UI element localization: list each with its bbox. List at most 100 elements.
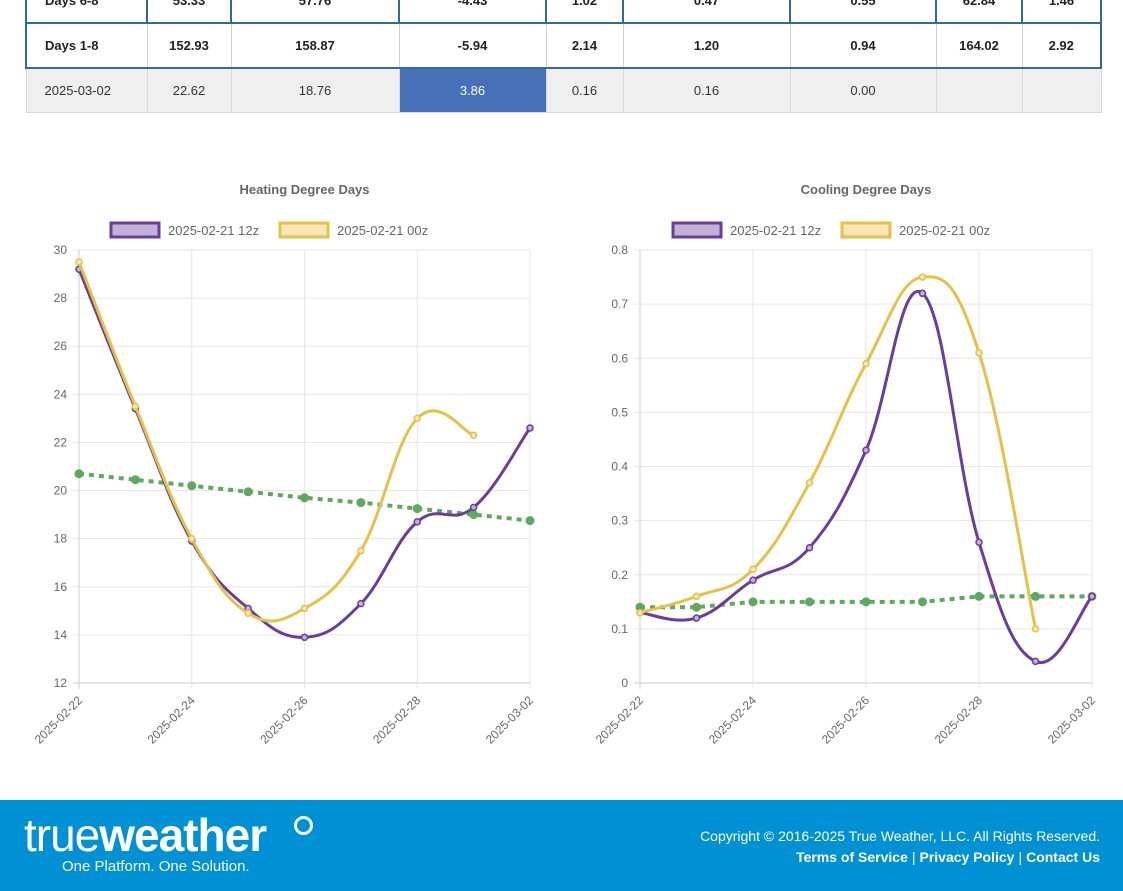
data-point (357, 599, 365, 608)
y-tick-label: 28 (54, 291, 68, 305)
terms-of-service-link[interactable]: Terms of Service (796, 849, 908, 865)
table-cell: 1.02 (545, 0, 624, 23)
y-tick-label: 0.6 (611, 351, 628, 365)
table-cell: 0.16 (545, 67, 624, 113)
data-point (974, 591, 984, 601)
link-separator: | (911, 849, 916, 865)
y-tick-label: 22 (54, 435, 68, 449)
y-tick-label: 0.2 (611, 568, 628, 582)
data-point (300, 604, 309, 613)
y-tick-label: 0.8 (611, 243, 628, 257)
data-point (74, 469, 84, 479)
table-cell: 0.00 (789, 67, 937, 113)
data-point (525, 516, 535, 526)
y-tick-label: 0.4 (611, 460, 628, 474)
data-point (805, 478, 814, 487)
data-point (131, 402, 140, 411)
cooling-degree-days-chart: Cooling Degree Days 2025-02-21 12z 2025-02… (593, 182, 1099, 747)
legend-label: 2025-02-21 00z (337, 223, 428, 238)
x-tick-label: 2025-02-24 (706, 693, 760, 747)
logo-text-true: true (24, 809, 100, 861)
y-tick-label: 14 (54, 628, 68, 642)
contact-us-link[interactable]: Contact Us (1026, 849, 1100, 865)
table-cell: 0.55 (789, 0, 937, 23)
data-point (805, 543, 814, 552)
data-point (357, 546, 365, 555)
y-tick-label: 12 (54, 676, 68, 690)
table-cell: Days 1-8 (25, 22, 148, 69)
data-point (749, 565, 757, 574)
chart-title: Heating Degree Days (239, 182, 369, 197)
trueweather-logo[interactable]: trueweather One Platform. One Solution. (24, 809, 313, 875)
table-cell: 57.76 (230, 0, 400, 23)
data-point (244, 609, 252, 617)
y-tick-label: 0 (621, 676, 628, 690)
data-point (243, 487, 253, 497)
table-cell: 0.16 (622, 67, 791, 113)
y-tick-label: 0.5 (611, 405, 628, 419)
data-point (188, 534, 196, 543)
data-point (862, 359, 870, 368)
data-point (1031, 625, 1040, 633)
table-cell: 3.86 (398, 67, 547, 113)
y-tick-label: 16 (54, 580, 68, 594)
logo-wordmark: trueweather (24, 809, 267, 861)
legend-label: 2025-02-21 12z (730, 223, 821, 238)
y-tick-label: 0.1 (611, 622, 628, 636)
table-row: 2025-03-02 22.62 18.76 3.86 0.16 0.16 0.00 (25, 67, 1102, 113)
table-cell: 152.93 (146, 22, 232, 69)
data-point (918, 273, 927, 281)
logo-tagline: One Platform. One Solution. (62, 858, 250, 875)
privacy-policy-link[interactable]: Privacy Policy (919, 849, 1015, 865)
table-cell: 1.20 (622, 22, 791, 69)
table-cell: 2025-03-02 (25, 67, 148, 113)
table-cell: 22.62 (146, 67, 232, 113)
footer-links: Terms of Service | Privacy Policy | Contact … (796, 849, 1100, 865)
data-point (692, 614, 701, 622)
data-point (130, 475, 140, 485)
x-tick-label: 2025-02-22 (32, 693, 86, 747)
y-tick-label: 20 (54, 484, 68, 498)
data-point (526, 424, 534, 432)
table-row: Days 1-8 152.93 158.87 -5.94 2.14 1.20 0.94 164… (25, 22, 1102, 69)
data-point (975, 538, 983, 547)
series-line (639, 275, 1037, 630)
y-tick-label: 30 (54, 243, 68, 257)
table-cell: 62.84 (935, 0, 1023, 23)
site-footer: trueweather One Platform. One Solution. … (0, 800, 1123, 891)
table-cell: 18.76 (230, 67, 400, 113)
y-tick-label: 0.7 (611, 297, 628, 311)
data-point (1031, 657, 1040, 666)
legend-swatch (840, 221, 892, 239)
x-tick-label: 2025-02-22 (593, 693, 647, 747)
data-point (413, 414, 421, 423)
data-point (805, 597, 814, 607)
data-point (469, 510, 479, 520)
data-point (1088, 592, 1096, 601)
table-cell: 2.14 (545, 22, 624, 69)
table-cell (935, 67, 1023, 113)
data-point (75, 258, 83, 266)
data-point (861, 597, 871, 607)
data-point (469, 431, 478, 439)
data-point (300, 633, 309, 642)
table-cell (1021, 67, 1102, 113)
data-point (300, 493, 309, 503)
table-cell: Days 6-8 (25, 0, 148, 23)
table-cell: 164.02 (935, 22, 1023, 69)
x-tick-label: 2025-02-28 (370, 693, 424, 747)
link-separator: | (1018, 849, 1023, 865)
data-point (692, 592, 701, 601)
x-tick-label: 2025-02-26 (257, 693, 311, 747)
data-point (749, 576, 757, 584)
data-point (975, 349, 983, 357)
x-tick-label: 2025-02-24 (145, 693, 199, 747)
data-point (862, 446, 870, 455)
legend-label: 2025-02-21 12z (168, 223, 259, 238)
data-point (636, 608, 644, 617)
data-point (412, 504, 422, 514)
legend-label: 2025-02-21 00z (899, 223, 990, 238)
y-tick-label: 24 (54, 387, 68, 401)
degree-days-grid: Days 6-8 53.33 57.76 -4.43 1.02 0.47 0.55 62.84… (25, 0, 1102, 113)
data-point (413, 518, 421, 526)
